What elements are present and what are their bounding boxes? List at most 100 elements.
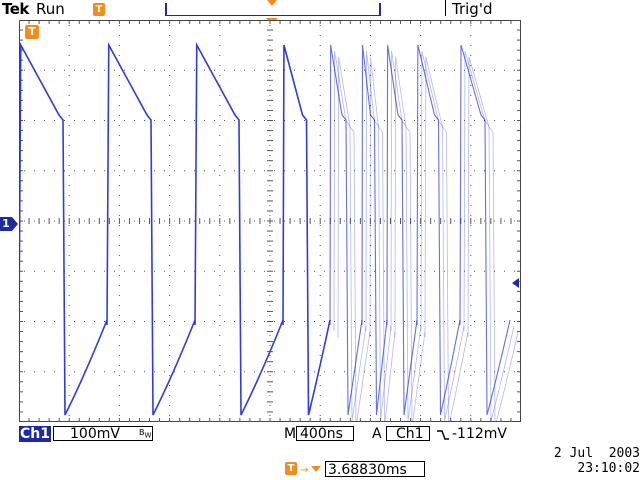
grid-dot: [118, 45, 120, 46]
grid-dot: [464, 220, 465, 222]
grid-dot: [118, 405, 120, 406]
grid-dot: [284, 371, 285, 373]
grid-dot: [354, 170, 355, 172]
grid-dot: [169, 165, 171, 166]
grid-dot: [464, 170, 465, 172]
grid-dot: [484, 220, 485, 222]
grid-dot: [420, 245, 422, 246]
grid-dot: [94, 220, 95, 222]
grid-dot: [364, 371, 365, 373]
grid-dot: [164, 120, 165, 121]
grid-dot: [324, 69, 325, 71]
grid-dot: [169, 305, 171, 306]
grid-dot: [420, 145, 422, 146]
grid-dot: [319, 135, 321, 136]
grid-dot: [184, 69, 185, 71]
grid-dot: [219, 75, 221, 76]
bandwidth-limit-indicator: BW: [139, 428, 151, 440]
grid-dot: [219, 205, 221, 206]
grid-dot: [169, 385, 171, 386]
grid-dot: [269, 165, 271, 166]
grid-dot: [44, 69, 45, 71]
grid-dot: [284, 270, 285, 272]
grid-dot: [374, 220, 375, 222]
grid-dot: [344, 170, 345, 172]
grid-dot: [269, 195, 271, 196]
grid-dot: [219, 255, 221, 256]
waveform-display: [19, 20, 521, 422]
grid-dot: [319, 375, 321, 376]
grid-dot: [234, 170, 235, 172]
grid-dot: [54, 270, 55, 272]
grid-dot: [264, 220, 265, 222]
grid-dot: [369, 75, 371, 76]
grid-dot: [219, 245, 221, 246]
grid-dot: [470, 315, 472, 316]
grid-dot: [64, 170, 65, 172]
grid-dot: [514, 120, 515, 121]
grid-dot: [294, 270, 295, 272]
record-length-indicator: [165, 3, 381, 16]
grid-dot: [334, 120, 335, 121]
grid-dot: [470, 305, 472, 306]
grid-dot: [224, 69, 225, 71]
grid-dot: [264, 270, 265, 272]
grid-dot: [114, 321, 115, 322]
delay-position-icon: [311, 466, 321, 472]
grid-dot: [84, 270, 85, 272]
grid-dot: [144, 69, 145, 71]
grid-dot: [369, 305, 371, 306]
grid-dot: [254, 321, 255, 322]
grid-dot: [68, 105, 70, 106]
grid-dot: [194, 170, 195, 172]
grid-dot: [134, 69, 135, 71]
grid-dot: [244, 220, 245, 222]
grid-dot: [319, 235, 321, 236]
grid-dot: [68, 275, 70, 276]
grid-dot: [504, 120, 505, 121]
grid-dot: [470, 205, 472, 206]
grid-dot: [319, 355, 321, 356]
grid-dot: [219, 375, 221, 376]
grid-dot: [514, 270, 515, 272]
grid-dot: [474, 220, 475, 222]
grid-dot: [269, 265, 271, 266]
grid-dot: [514, 69, 515, 71]
grid-dot: [224, 371, 225, 373]
grid-dot: [319, 35, 321, 36]
grid-dot: [364, 69, 365, 71]
grid-dot: [470, 55, 472, 56]
grid-dot: [274, 371, 275, 373]
grid-dot: [470, 355, 472, 356]
grid-dot: [219, 175, 221, 176]
grid-dot: [470, 285, 472, 286]
grid-dot: [184, 120, 185, 121]
grid-dot: [384, 270, 385, 272]
grid-dot: [118, 295, 120, 296]
grid-dot: [369, 275, 371, 276]
grid-dot: [369, 145, 371, 146]
grid-dot: [124, 321, 125, 322]
grid-dot: [74, 220, 75, 222]
grid-dot: [184, 220, 185, 222]
grid-dot: [234, 120, 235, 121]
grid-dot: [344, 220, 345, 222]
grid-dot: [44, 371, 45, 373]
grid-dot: [269, 295, 271, 296]
grid-dot: [68, 185, 70, 186]
grid-dot: [169, 375, 171, 376]
grid-dot: [470, 45, 472, 46]
grid-dot: [219, 335, 221, 336]
grid-dot: [434, 69, 435, 71]
grid-dot: [244, 69, 245, 71]
grid-dot: [118, 265, 120, 266]
grid-dot: [68, 365, 70, 366]
grid-dot: [420, 175, 422, 176]
grid-dot: [68, 395, 70, 396]
grid-dot: [369, 85, 371, 86]
grid-dot: [319, 95, 321, 96]
grid-dot: [144, 120, 145, 121]
grid-dot: [194, 220, 195, 222]
grid-dot: [314, 321, 315, 322]
grid-dot: [364, 120, 365, 121]
